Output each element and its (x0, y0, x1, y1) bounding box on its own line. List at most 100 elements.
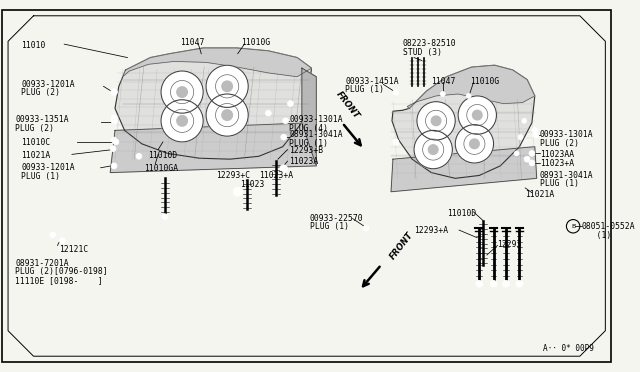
Text: B: B (571, 224, 575, 229)
Circle shape (222, 81, 232, 92)
Circle shape (287, 101, 293, 106)
Polygon shape (110, 123, 316, 173)
Circle shape (136, 153, 142, 159)
Text: PLUG (2): PLUG (2) (15, 124, 54, 133)
Circle shape (393, 139, 399, 145)
Text: FRONT: FRONT (388, 231, 415, 262)
Circle shape (234, 187, 242, 196)
Text: 12293+C: 12293+C (216, 171, 250, 180)
Circle shape (529, 151, 535, 156)
Text: PLUG (2): PLUG (2) (540, 139, 579, 148)
Text: 11023A: 11023A (289, 157, 319, 166)
Circle shape (518, 135, 523, 140)
Circle shape (206, 94, 248, 136)
Circle shape (161, 100, 203, 142)
Text: 00933-1201A: 00933-1201A (21, 80, 75, 89)
Text: PLUG (2): PLUG (2) (21, 88, 60, 97)
Text: PLUG (1): PLUG (1) (345, 85, 384, 94)
Circle shape (393, 89, 399, 95)
Text: 11110E [0198-    ]: 11110E [0198- ] (15, 276, 103, 285)
Text: 11010D: 11010D (447, 209, 476, 218)
Circle shape (502, 280, 509, 287)
Circle shape (470, 139, 479, 149)
Circle shape (522, 118, 527, 123)
Circle shape (472, 110, 482, 120)
Text: 11010D: 11010D (148, 151, 178, 160)
Text: 12293: 12293 (497, 240, 522, 248)
Circle shape (60, 238, 65, 244)
Circle shape (222, 110, 232, 121)
Text: PLUG (2)[0796-0198]: PLUG (2)[0796-0198] (15, 267, 108, 276)
Polygon shape (115, 48, 312, 159)
Circle shape (516, 280, 523, 287)
Text: 00933-1301A: 00933-1301A (540, 131, 593, 140)
Text: 00933-1451A: 00933-1451A (345, 77, 399, 86)
Circle shape (514, 151, 519, 156)
Polygon shape (123, 48, 312, 77)
Circle shape (532, 128, 538, 133)
Circle shape (177, 116, 188, 126)
Text: FRONT: FRONT (335, 90, 362, 121)
Circle shape (428, 145, 438, 154)
Text: 00933-1351A: 00933-1351A (15, 115, 69, 124)
Text: 08931-7201A: 08931-7201A (15, 259, 69, 268)
Circle shape (111, 115, 117, 121)
Text: 11010G: 11010G (470, 77, 499, 86)
Circle shape (533, 132, 539, 138)
Text: 00933-22570: 00933-22570 (310, 214, 363, 223)
Circle shape (476, 280, 483, 287)
Text: 11021A: 11021A (21, 151, 51, 160)
Circle shape (458, 96, 497, 134)
Circle shape (206, 65, 248, 108)
Text: 08051-0552A: 08051-0552A (582, 222, 636, 231)
Circle shape (111, 118, 117, 124)
Circle shape (414, 131, 452, 169)
Text: PLUG (1): PLUG (1) (310, 222, 349, 231)
Text: 11010G: 11010G (241, 38, 271, 47)
Text: PLUG (1): PLUG (1) (21, 171, 60, 181)
Circle shape (524, 156, 530, 162)
Circle shape (440, 92, 445, 96)
Circle shape (467, 93, 471, 98)
Text: 11010GA: 11010GA (144, 164, 178, 173)
Text: 12121C: 12121C (60, 246, 89, 254)
Circle shape (177, 87, 188, 97)
Text: 00933-1201A: 00933-1201A (21, 163, 75, 172)
Text: 12293+B: 12293+B (289, 146, 324, 155)
Circle shape (111, 89, 117, 96)
Text: 08931-3041A: 08931-3041A (540, 171, 593, 180)
Text: 11023+A: 11023+A (259, 171, 293, 180)
Polygon shape (407, 65, 535, 108)
Text: 08931-3041A: 08931-3041A (289, 131, 343, 140)
Text: PLUG (1): PLUG (1) (540, 179, 579, 188)
Circle shape (490, 280, 497, 287)
Text: 11010C: 11010C (21, 138, 51, 147)
Text: 11021A: 11021A (525, 190, 554, 199)
Circle shape (111, 137, 117, 143)
Circle shape (266, 110, 271, 116)
Text: 11047: 11047 (180, 38, 205, 47)
Text: PLUG (1): PLUG (1) (289, 139, 328, 148)
Text: 11023+A: 11023+A (540, 159, 573, 168)
Circle shape (364, 225, 369, 231)
Circle shape (529, 160, 535, 166)
Text: 11023AA: 11023AA (540, 150, 573, 158)
Polygon shape (302, 68, 316, 166)
Circle shape (283, 118, 289, 124)
Circle shape (162, 214, 168, 219)
Text: 11047: 11047 (431, 77, 456, 86)
Text: 11023: 11023 (239, 180, 264, 189)
Circle shape (111, 163, 117, 169)
Text: PLUG (4): PLUG (4) (289, 124, 328, 133)
Circle shape (455, 125, 493, 163)
Text: STUD (3): STUD (3) (403, 48, 442, 57)
Polygon shape (392, 65, 535, 178)
Circle shape (50, 232, 56, 238)
Circle shape (431, 116, 441, 126)
Circle shape (281, 134, 287, 140)
Circle shape (113, 139, 119, 145)
Polygon shape (391, 147, 537, 192)
Text: 12293+A: 12293+A (414, 226, 448, 235)
Circle shape (161, 71, 203, 113)
Circle shape (280, 165, 287, 173)
